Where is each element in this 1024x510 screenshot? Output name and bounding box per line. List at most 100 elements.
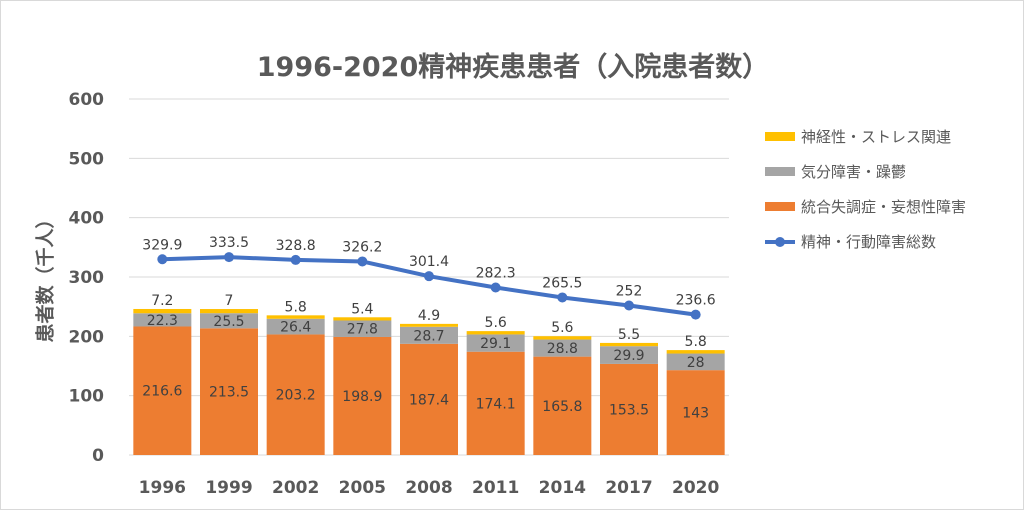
line-point bbox=[624, 300, 634, 311]
x-tick-label: 2002 bbox=[272, 478, 319, 498]
y-tick-label: 100 bbox=[69, 387, 105, 407]
data-label: 329.9 bbox=[142, 237, 182, 253]
y-tick-label: 200 bbox=[69, 327, 105, 347]
line-point bbox=[157, 254, 168, 265]
line-point bbox=[357, 256, 368, 267]
line-point bbox=[490, 282, 501, 293]
legend-item: 精神・行動障害総数 bbox=[765, 224, 966, 259]
data-label: 5.4 bbox=[351, 301, 373, 317]
data-label: 252 bbox=[616, 283, 643, 299]
data-label: 4.9 bbox=[418, 308, 440, 324]
bar-segment bbox=[266, 318, 325, 335]
data-label: 301.4 bbox=[409, 254, 449, 270]
bar-segment bbox=[200, 328, 258, 455]
bar-segment bbox=[333, 336, 392, 455]
data-label: 198.9 bbox=[342, 389, 382, 405]
line-point bbox=[424, 271, 434, 282]
data-label: 29.1 bbox=[480, 336, 511, 352]
data-label: 28.7 bbox=[413, 328, 444, 344]
data-label: 28.8 bbox=[547, 341, 578, 357]
data-label: 333.5 bbox=[209, 235, 249, 251]
bar-segment bbox=[400, 323, 458, 327]
bar-segment bbox=[200, 309, 258, 314]
bar-segment bbox=[600, 363, 658, 455]
data-label: 174.1 bbox=[476, 396, 516, 412]
bar-segment bbox=[200, 313, 258, 329]
data-label: 5.6 bbox=[485, 315, 507, 331]
bar-segment bbox=[133, 326, 192, 455]
data-label: 5.8 bbox=[685, 334, 707, 350]
legend-label: 統合失調症・妄想性障害 bbox=[801, 198, 967, 216]
data-label: 5.5 bbox=[618, 327, 640, 343]
data-label: 5.8 bbox=[285, 299, 307, 315]
y-tick-label: 600 bbox=[69, 90, 105, 110]
data-label: 22.3 bbox=[147, 313, 178, 329]
bar-segment bbox=[666, 353, 725, 371]
bar-segment bbox=[400, 326, 458, 344]
line-point bbox=[557, 292, 568, 303]
x-tick-label: 2017 bbox=[605, 478, 652, 498]
legend-swatch bbox=[765, 202, 795, 211]
bar-segment bbox=[533, 356, 592, 455]
data-label: 328.8 bbox=[276, 238, 316, 254]
data-label: 236.6 bbox=[676, 293, 716, 309]
data-label: 27.8 bbox=[347, 322, 378, 338]
data-label: 216.6 bbox=[142, 384, 182, 400]
data-label: 7.2 bbox=[151, 293, 173, 309]
bar-segment bbox=[533, 336, 592, 340]
x-tick-label: 1999 bbox=[205, 478, 252, 498]
bar-segment bbox=[133, 308, 192, 314]
data-label: 25.5 bbox=[213, 314, 244, 330]
legend-swatch bbox=[765, 236, 795, 247]
bar-segment bbox=[666, 370, 725, 455]
y-tick-label: 500 bbox=[69, 149, 105, 169]
legend-label: 精神・行動障害総数 bbox=[801, 233, 937, 251]
legend-marker bbox=[775, 236, 785, 247]
y-tick-label: 400 bbox=[69, 209, 105, 229]
y-tick-label: 0 bbox=[92, 446, 104, 466]
data-label: 187.4 bbox=[409, 392, 449, 408]
data-label: 29.9 bbox=[613, 348, 644, 364]
data-label: 5.6 bbox=[551, 320, 573, 336]
legend: 神経性・ストレス関連 気分障害・躁鬱統合失調症・妄想性障害 精神・行動障害総数 bbox=[765, 119, 966, 259]
line-point bbox=[290, 254, 301, 265]
bar-segment bbox=[600, 346, 658, 364]
bar-segment bbox=[466, 334, 525, 352]
y-tick-label: 300 bbox=[69, 268, 105, 288]
bar-segment bbox=[266, 315, 325, 319]
data-label: 203.2 bbox=[276, 388, 316, 404]
x-tick-label: 2011 bbox=[472, 478, 519, 498]
data-label: 265.5 bbox=[542, 275, 582, 291]
legend-swatch bbox=[765, 167, 795, 176]
bar-segment bbox=[333, 320, 392, 337]
bar-segment bbox=[466, 331, 525, 335]
bar-segment bbox=[466, 351, 525, 455]
data-label: 326.2 bbox=[342, 239, 382, 255]
line-point bbox=[224, 252, 234, 263]
legend-item: 神経性・ストレス関連 bbox=[765, 119, 966, 154]
bar-segment bbox=[133, 313, 192, 327]
bar-segment bbox=[666, 350, 725, 354]
bar-segment bbox=[266, 334, 325, 455]
legend-swatch bbox=[765, 132, 795, 141]
bar-segment bbox=[533, 339, 592, 357]
data-label: 213.5 bbox=[209, 385, 249, 401]
data-label: 143 bbox=[682, 406, 709, 422]
data-label: 28 bbox=[687, 355, 705, 371]
x-tick-label: 2014 bbox=[539, 478, 586, 498]
legend-item: 気分障害・躁鬱 bbox=[765, 154, 966, 189]
x-tick-label: 2005 bbox=[339, 478, 386, 498]
chart-title: 1996-2020精神疾患患者（入院患者数） bbox=[256, 52, 770, 83]
data-label: 7 bbox=[225, 293, 234, 309]
bar-segment bbox=[333, 317, 392, 321]
x-tick-label: 1996 bbox=[139, 478, 186, 498]
legend-label: 気分障害・躁鬱 bbox=[801, 163, 907, 181]
data-label: 165.8 bbox=[542, 399, 582, 415]
line-point bbox=[690, 309, 701, 320]
data-label: 282.3 bbox=[476, 266, 516, 282]
bar-segment bbox=[600, 342, 658, 347]
x-tick-label: 2008 bbox=[405, 478, 452, 498]
legend-label: 神経性・ストレス関連 bbox=[801, 128, 952, 146]
